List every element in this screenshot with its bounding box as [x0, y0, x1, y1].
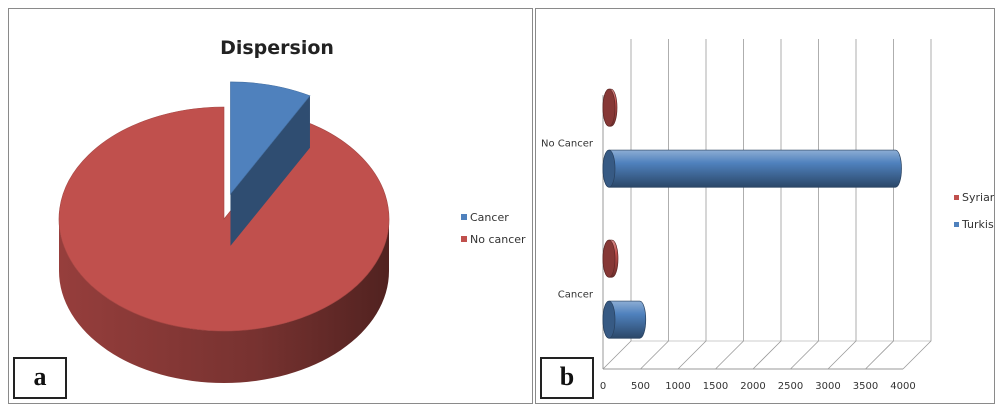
panel-label-a: a: [13, 357, 67, 399]
bar-chart-panel: 0 500 1000 1500 2000 2500 3000 3500 4000 Cancer N…: [535, 8, 995, 404]
pie-chart-title: Dispersion: [220, 37, 334, 59]
gridline: [602, 39, 632, 370]
x-tick-label: 4000: [890, 381, 915, 392]
x-tick-label: 0: [600, 381, 606, 392]
bar-syrian-no-cancer: [602, 88, 618, 127]
bar-turkish-cancer: [602, 300, 647, 339]
gridline: [790, 39, 819, 370]
legend-label-no-cancer: No cancer: [470, 233, 526, 246]
x-tick-label: 500: [631, 381, 650, 392]
bar-syrian-cancer: [602, 239, 619, 278]
pie-slice-cancer: [230, 81, 311, 246]
legend-swatch-syrian: [954, 195, 959, 200]
gridline: [827, 39, 857, 370]
category-label-no-cancer: No Cancer: [541, 139, 594, 150]
panel-label-b: b: [540, 357, 594, 399]
x-tick-label: 2500: [778, 381, 803, 392]
legend-label-syrian: Syrian: [962, 191, 995, 204]
gridline: [715, 39, 744, 370]
legend-label-cancer: Cancer: [470, 211, 509, 224]
pie-chart-panel: Dispersion Cancer No cancer a: [8, 8, 533, 404]
bar-chart: 0 500 1000 1500 2000 2500 3000 3500 4000 Cancer N…: [541, 39, 995, 392]
legend-swatch-no-cancer: [461, 236, 467, 242]
gridline: [752, 39, 782, 370]
x-tick-label: 1000: [665, 381, 690, 392]
gridline: [865, 39, 894, 370]
x-tick-label: 1500: [703, 381, 728, 392]
x-tick-label: 3500: [853, 381, 878, 392]
x-tick-label: 3000: [815, 381, 840, 392]
legend-label-turkish: Turkish: [961, 218, 995, 231]
pie-chart: Dispersion Cancer No cancer: [58, 37, 526, 383]
gridline: [902, 39, 932, 370]
gridline: [677, 39, 707, 370]
gridline: [640, 39, 669, 370]
legend-swatch-turkish: [954, 222, 959, 227]
legend-swatch-cancer: [461, 214, 467, 220]
category-label-cancer: Cancer: [558, 290, 594, 301]
bar-turkish-no-cancer: [602, 149, 902, 188]
pie-slice-no-cancer: [58, 106, 390, 383]
x-tick-label: 2000: [740, 381, 765, 392]
